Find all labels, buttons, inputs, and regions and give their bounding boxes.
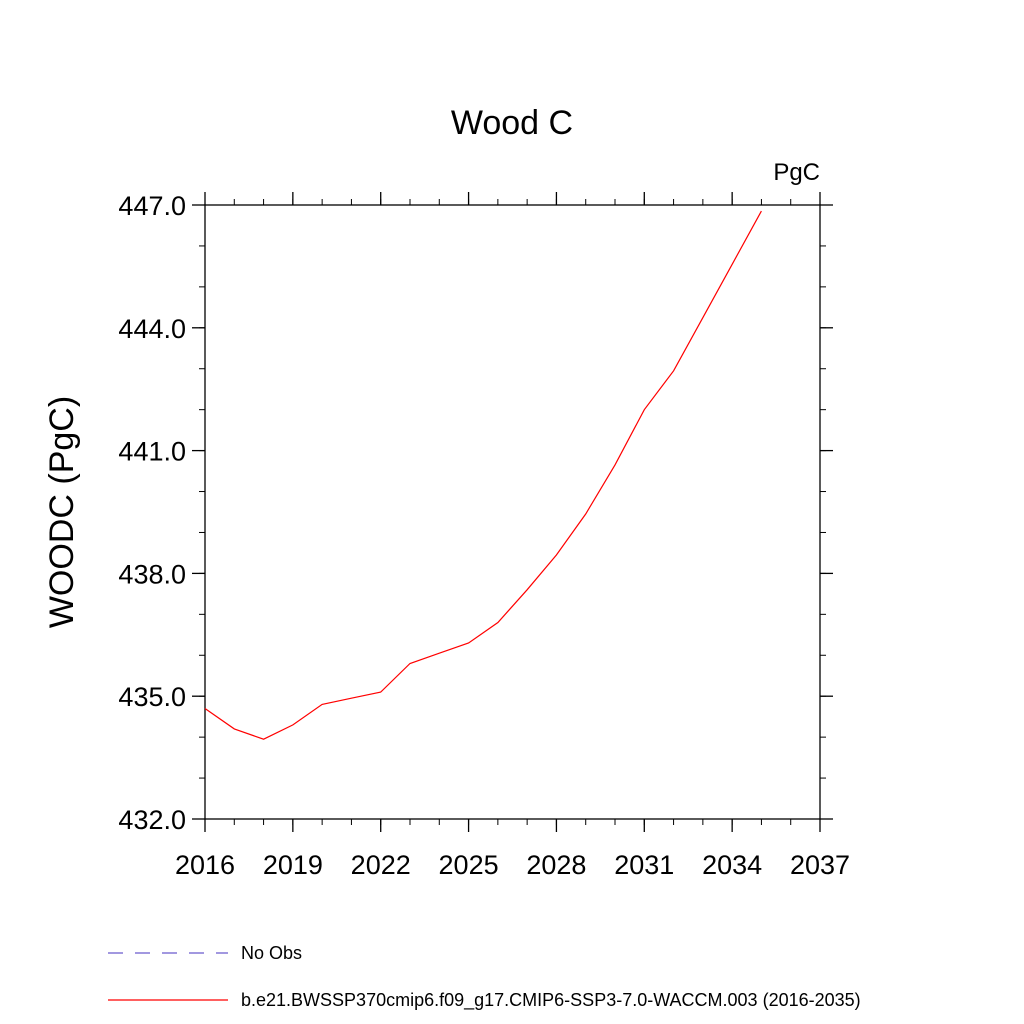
x-tick-label: 2016 xyxy=(175,850,235,880)
y-tick-label: 447.0 xyxy=(118,191,186,221)
x-tick-label: 2037 xyxy=(790,850,850,880)
units-label: PgC xyxy=(773,159,820,186)
x-tick-label: 2022 xyxy=(351,850,411,880)
legend: No Obs b.e21.BWSSP370cmip6.f09_g17.CMIP6-… xyxy=(108,943,861,1011)
legend-label: No Obs xyxy=(241,943,302,963)
x-tick-label: 2031 xyxy=(614,850,674,880)
series-layer xyxy=(204,210,762,740)
y-tick-label: 438.0 xyxy=(118,559,186,589)
y-tick-label: 435.0 xyxy=(118,682,186,712)
plot-frame xyxy=(204,204,821,820)
y-axis-label: WOODC (PgC) xyxy=(43,396,81,628)
y-tick-label: 444.0 xyxy=(118,314,186,344)
chart-title: Wood C xyxy=(451,104,573,142)
x-tick-label: 2025 xyxy=(439,850,499,880)
y-tick-label: 441.0 xyxy=(118,437,186,467)
y-tick-label: 432.0 xyxy=(118,805,186,835)
x-tick-label: 2034 xyxy=(702,850,762,880)
axis-ticks: 432.0 435.0 438.0 441.0 444.0 447.0 2016 2019 20… xyxy=(118,191,850,880)
legend-label: b.e21.BWSSP370cmip6.f09_g17.CMIP6-SSP3-7… xyxy=(241,990,861,1011)
x-tick-label: 2019 xyxy=(263,850,323,880)
series-line xyxy=(204,210,762,740)
x-tick-label: 2028 xyxy=(526,850,586,880)
